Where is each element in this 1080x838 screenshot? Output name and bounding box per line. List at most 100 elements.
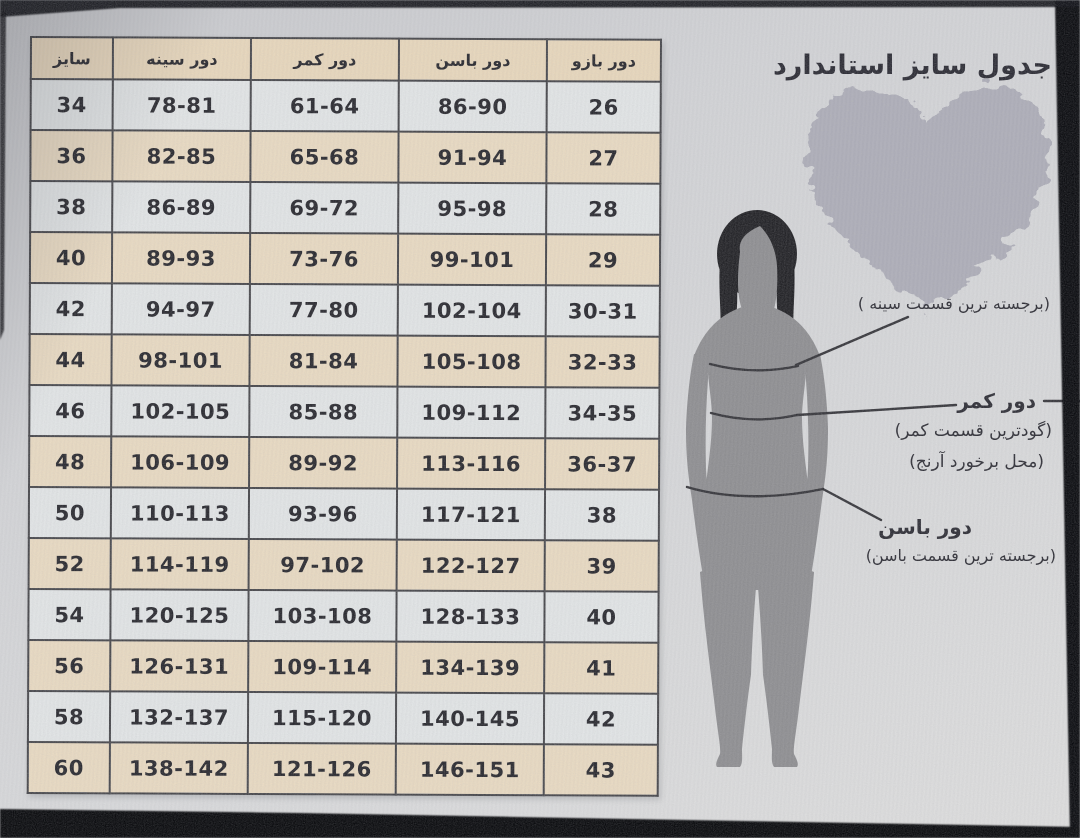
table-cell: 91-94 — [398, 131, 547, 184]
table-row: 52 114-119 97-102 122-127 39 — [28, 537, 659, 592]
hip-label: دور باسن — [878, 515, 972, 539]
table-cell: 114-119 — [110, 538, 249, 590]
column-header: دور سینه — [112, 37, 251, 80]
table-cell: 29 — [545, 234, 661, 286]
table-cell: 109-114 — [248, 640, 397, 693]
table-cell: 41 — [544, 642, 659, 694]
table-cell: 36 — [30, 130, 113, 182]
table-row: 44 98-101 81-84 105-108 32-33 — [29, 334, 660, 388]
woman-silhouette-icon — [686, 210, 828, 767]
size-table: سایز دور سینه دور کمر دور باسن دور بازو 34 78… — [27, 36, 662, 797]
table-cell: 52 — [28, 537, 111, 590]
table-row: 46 102-105 85-88 109-112 34-35 — [29, 385, 660, 439]
table-cell: 93-96 — [248, 487, 398, 540]
table-cell: 69-72 — [250, 181, 399, 234]
table-cell: 128-133 — [396, 590, 545, 643]
table-cell: 39 — [544, 540, 659, 592]
table-cell: 42 — [543, 693, 659, 745]
table-row: 56 126-131 109-114 134-139 41 — [28, 639, 659, 694]
table-cell: 58 — [27, 690, 111, 743]
table-cell: 34-35 — [545, 387, 660, 439]
table-cell: 132-137 — [109, 691, 249, 743]
table-cell: 122-127 — [396, 539, 545, 592]
column-header: دور باسن — [398, 38, 547, 82]
table-cell: 95-98 — [398, 182, 547, 235]
waist-annotation-1: (گودترین قسمت کمر) — [894, 421, 1052, 441]
header-row: سایز دور سینه دور کمر دور باسن دور بازو — [30, 37, 661, 82]
table-cell: 81-84 — [249, 334, 398, 387]
table-cell: 85-88 — [249, 385, 398, 438]
page-title: جدول سایز استاندارد — [772, 50, 1052, 81]
table-row: 34 78-81 61-64 86-90 26 — [30, 79, 661, 133]
table-cell: 103-108 — [248, 589, 397, 642]
table-cell: 99-101 — [397, 233, 547, 286]
table-cell: 110-113 — [110, 487, 250, 539]
table-cell: 43 — [543, 744, 658, 796]
table-cell: 30-31 — [545, 285, 660, 337]
table-cell: 89-93 — [111, 232, 251, 284]
table-cell: 50 — [28, 487, 112, 539]
table-cell: 26 — [546, 81, 661, 133]
table-cell: 138-142 — [109, 742, 248, 794]
table-cell: 44 — [29, 334, 112, 386]
table-cell: 98-101 — [111, 334, 250, 386]
table-cell: 48 — [29, 436, 112, 488]
table-row: 40 89-93 73-76 99-101 29 — [29, 232, 661, 286]
table-cell: 61-64 — [250, 79, 399, 132]
hip-leader-line — [821, 487, 883, 522]
table-cell: 97-102 — [248, 538, 397, 591]
table-cell: 117-121 — [396, 488, 546, 541]
table-cell: 78-81 — [112, 79, 251, 131]
table-cell: 94-97 — [111, 283, 250, 335]
table-cell: 134-139 — [396, 641, 545, 694]
table-cell: 40 — [544, 591, 659, 643]
table-cell: 121-126 — [247, 742, 396, 795]
table-cell: 86-89 — [112, 181, 251, 233]
table-cell: 54 — [28, 588, 111, 641]
table-row: 42 94-97 77-80 102-104 30-31 — [29, 283, 660, 337]
table-cell: 56 — [28, 639, 111, 692]
table-body: 34 78-81 61-64 86-90 26 36 82-85 65-68 91-94 27 38… — [27, 79, 661, 796]
table-row: 58 132-137 115-120 140-145 42 — [27, 690, 659, 745]
table-row: 50 110-113 93-96 117-121 38 — [28, 487, 660, 541]
table-cell: 46 — [29, 385, 112, 437]
table-row: 36 82-85 65-68 91-94 27 — [30, 130, 661, 184]
table-cell: 126-131 — [110, 640, 249, 692]
table-cell: 34 — [30, 79, 113, 131]
table-cell: 65-68 — [250, 130, 399, 183]
table-cell: 140-145 — [395, 692, 545, 745]
table-row: 48 106-109 89-92 113-116 36-37 — [29, 436, 660, 490]
table-cell: 109-112 — [397, 386, 546, 439]
waist-label: دور کمر — [957, 389, 1036, 413]
speckled-heart-icon — [806, 87, 1050, 310]
table-cell: 27 — [546, 132, 661, 184]
table-cell: 40 — [29, 232, 113, 284]
table-cell: 36-37 — [545, 438, 660, 490]
waist-annotation-2: (محل برخورد آرنج) — [909, 452, 1044, 472]
table-cell: 82-85 — [112, 130, 251, 182]
table-cell: 42 — [29, 283, 112, 335]
table-row: 54 120-125 103-108 128-133 40 — [28, 588, 659, 643]
table-row: 60 138-142 121-126 146-151 43 — [27, 741, 658, 796]
column-header: دور بازو — [546, 39, 661, 82]
table-cell: 115-120 — [247, 691, 397, 744]
table-cell: 77-80 — [249, 283, 398, 336]
table-cell: 38 — [30, 181, 113, 233]
table-cell: 89-92 — [249, 436, 398, 489]
table-cell: 106-109 — [111, 436, 250, 488]
table-cell: 102-104 — [397, 284, 546, 337]
table-cell: 120-125 — [110, 589, 249, 641]
bust-annotation: (برجسته ترین قسمت سینه ) — [857, 294, 1050, 313]
table-cell: 113-116 — [397, 437, 546, 490]
column-header: دور کمر — [250, 37, 399, 81]
table-cell: 73-76 — [249, 232, 399, 285]
table-cell: 60 — [27, 741, 110, 794]
table-cell: 86-90 — [398, 80, 547, 133]
table-row: 38 86-89 69-72 95-98 28 — [30, 181, 661, 235]
hip-annotation: (برجسته ترین قسمت باسن) — [865, 546, 1056, 565]
table-cell: 146-151 — [395, 743, 544, 796]
table-cell: 102-105 — [111, 385, 250, 437]
table-cell: 32-33 — [545, 336, 660, 388]
table-cell: 28 — [546, 183, 661, 235]
